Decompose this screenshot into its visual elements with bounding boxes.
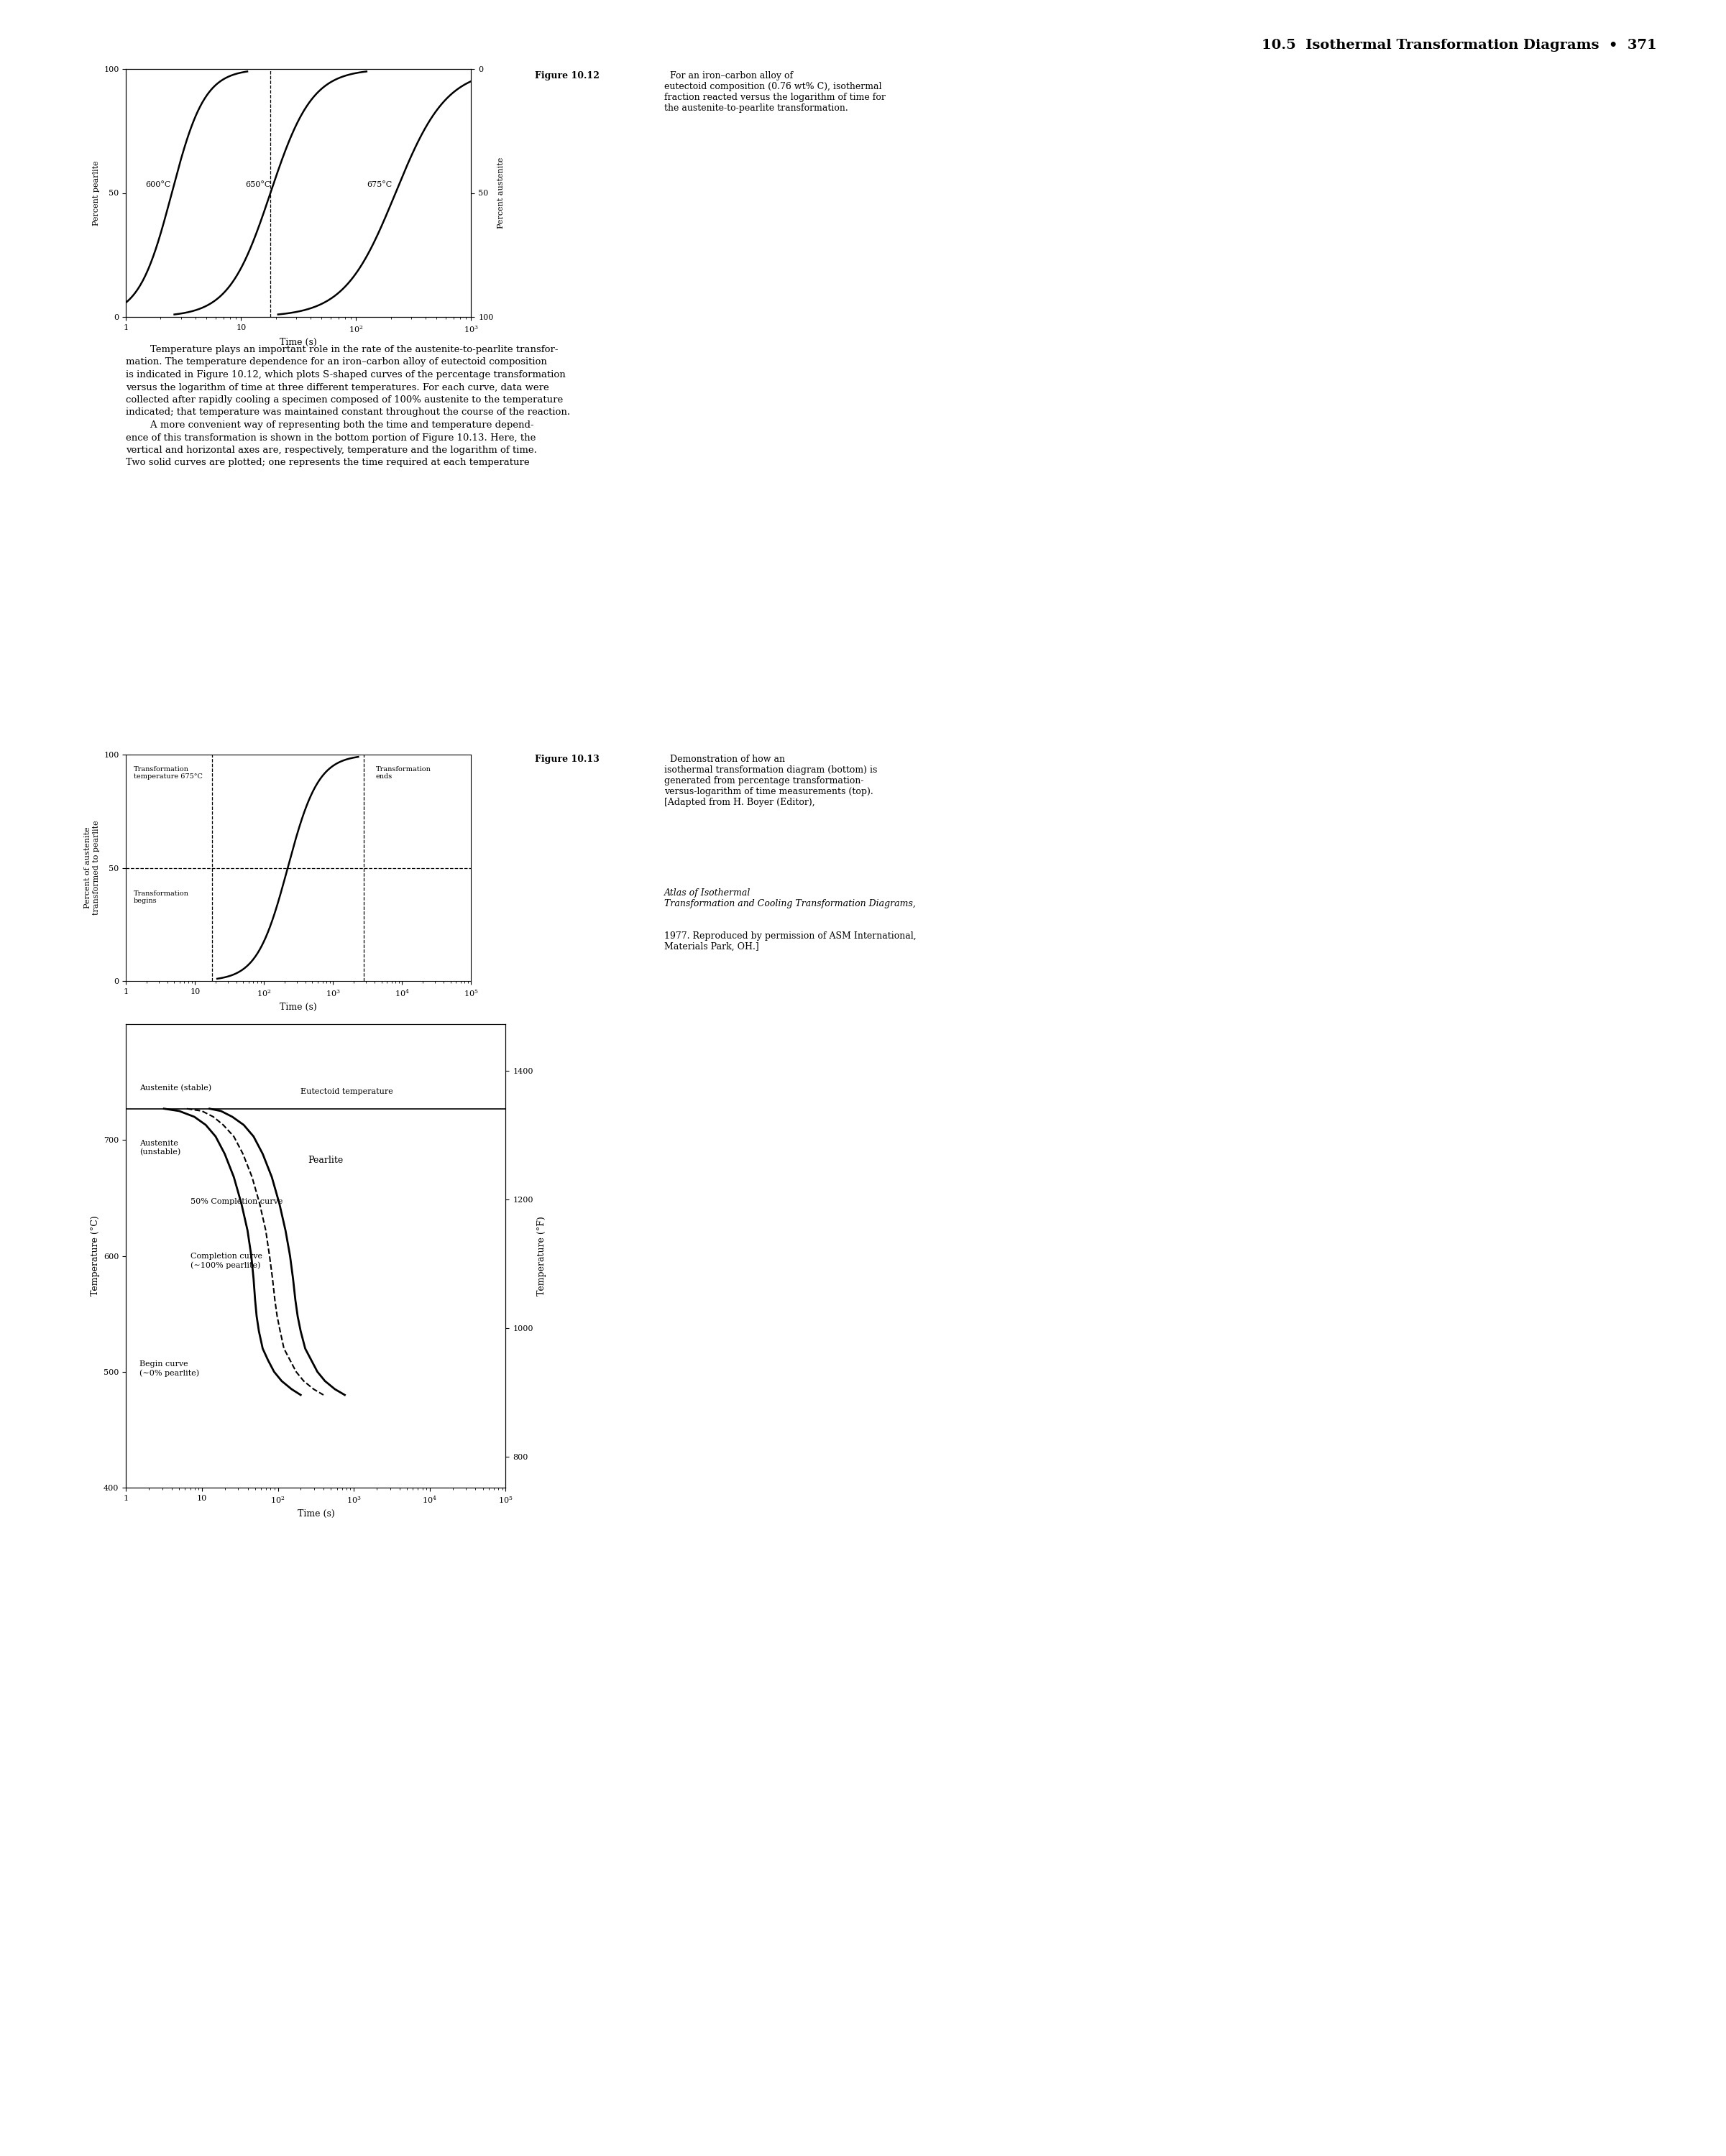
Text: Demonstration of how an
isothermal transformation diagram (bottom) is
generated : Demonstration of how an isothermal trans… <box>665 755 877 806</box>
Y-axis label: Temperature (°F): Temperature (°F) <box>537 1216 547 1296</box>
Y-axis label: Percent austenite: Percent austenite <box>497 157 504 229</box>
Text: Transformation
begins: Transformation begins <box>135 890 190 903</box>
X-axis label: Time (s): Time (s) <box>280 1003 318 1011</box>
Y-axis label: Percent of austenite
transformed to pearlite: Percent of austenite transformed to pear… <box>85 821 100 914</box>
Text: 10.5  Isothermal Transformation Diagrams  •  371: 10.5 Isothermal Transformation Diagrams … <box>1262 39 1657 52</box>
Text: Austenite
(unstable): Austenite (unstable) <box>140 1141 181 1156</box>
Text: 675°C: 675°C <box>368 181 392 188</box>
Text: Completion curve
(∼100% pearlite): Completion curve (∼100% pearlite) <box>190 1253 262 1270</box>
Text: Temperature plays an important role in the rate of the austenite-to-pearlite tra: Temperature plays an important role in t… <box>126 345 570 468</box>
Text: Pearlite: Pearlite <box>309 1156 343 1164</box>
Text: 50% Completion curve: 50% Completion curve <box>190 1199 283 1205</box>
Text: Eutectoid temperature: Eutectoid temperature <box>300 1089 394 1095</box>
Text: Austenite (stable): Austenite (stable) <box>140 1084 211 1091</box>
Text: 1977. Reproduced by permission of ASM International,
Materials Park, OH.]: 1977. Reproduced by permission of ASM In… <box>665 931 917 951</box>
Text: Transformation
temperature 675°C: Transformation temperature 675°C <box>135 765 202 780</box>
Text: Figure 10.13: Figure 10.13 <box>535 755 599 763</box>
Y-axis label: Temperature (°C): Temperature (°C) <box>90 1216 100 1296</box>
X-axis label: Time (s): Time (s) <box>280 338 318 347</box>
Text: Figure 10.12: Figure 10.12 <box>535 71 599 80</box>
Text: 650°C: 650°C <box>245 181 271 188</box>
Y-axis label: Percent pearlite: Percent pearlite <box>93 160 100 226</box>
Text: Transformation
ends: Transformation ends <box>376 765 431 780</box>
Text: Begin curve
(∼0% pearlite): Begin curve (∼0% pearlite) <box>140 1360 198 1378</box>
Text: Atlas of Isothermal
Transformation and Cooling Transformation Diagrams,: Atlas of Isothermal Transformation and C… <box>665 888 917 908</box>
Text: 600°C: 600°C <box>145 181 171 188</box>
X-axis label: Time (s): Time (s) <box>297 1509 335 1518</box>
Text: For an iron–carbon alloy of
eutectoid composition (0.76 wt% C), isothermal
fract: For an iron–carbon alloy of eutectoid co… <box>665 71 885 112</box>
